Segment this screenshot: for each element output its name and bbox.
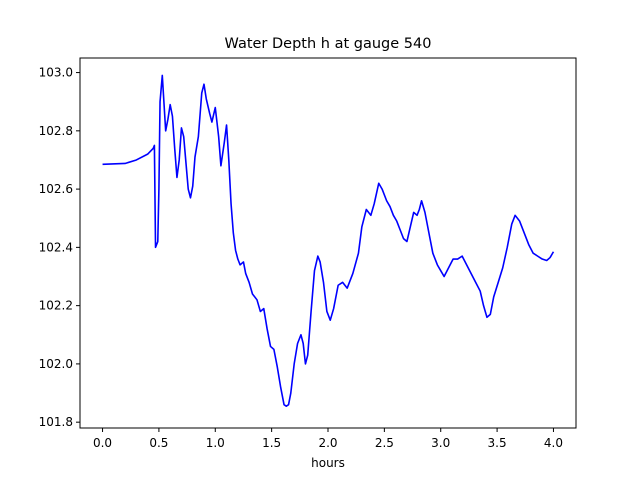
x-tick-label: 0.0 (93, 436, 112, 450)
series-layer (102, 74, 555, 407)
x-tick-label: 2.0 (318, 436, 337, 450)
y-tick-label: 102.2 (39, 299, 73, 313)
x-tick-label: 3.0 (431, 436, 450, 450)
y-tick-label: 102.8 (39, 124, 73, 138)
x-tick-label: 4.0 (544, 436, 563, 450)
y-tick-label: 102.0 (39, 357, 73, 371)
x-tick-label: 3.5 (488, 436, 507, 450)
y-tick-label: 102.6 (39, 182, 73, 196)
x-tick-label: 1.0 (206, 436, 225, 450)
series-line-0 (102, 74, 555, 407)
y-tick-label: 102.4 (39, 240, 73, 254)
y-axis: 101.8 102.0 102.2 102.4 102.6 102.8 103.0 (39, 66, 80, 429)
x-axis-label: hours (311, 456, 345, 470)
y-tick-label: 101.8 (39, 415, 73, 429)
chart-title: Water Depth h at gauge 540 (225, 36, 432, 52)
x-axis: 0.0 0.5 1.0 1.5 2.0 2.5 3.0 3.5 4.0 (93, 428, 563, 450)
y-tick-label: 103.0 (39, 66, 73, 80)
x-tick-label: 0.5 (149, 436, 168, 450)
x-tick-label: 1.5 (262, 436, 281, 450)
x-tick-label: 2.5 (375, 436, 394, 450)
